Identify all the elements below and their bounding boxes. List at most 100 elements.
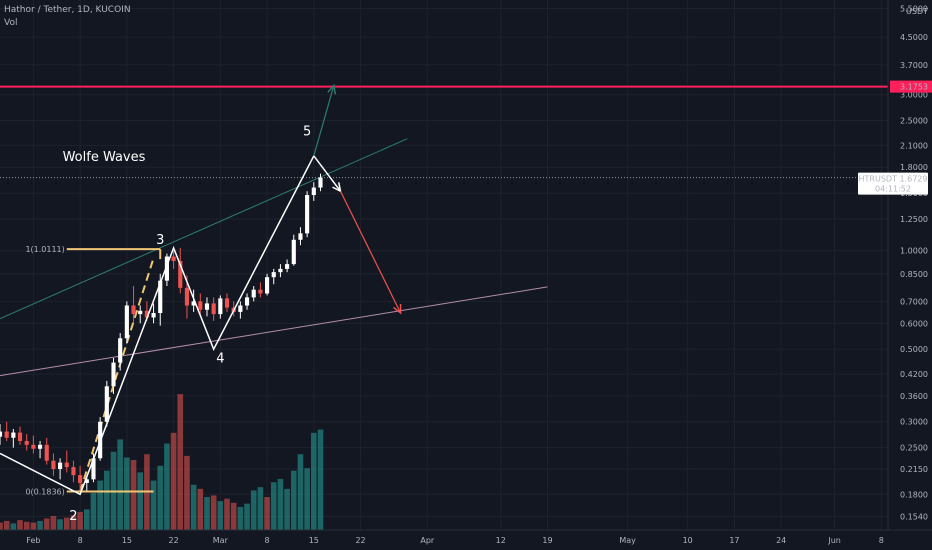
time-tick-label: 22 (355, 536, 365, 545)
volume-bar (0, 522, 3, 530)
candle-body (24, 440, 29, 445)
wave-label: 5 (303, 125, 311, 140)
price-tick-label: 3.0000 (900, 91, 928, 100)
target-arrow-down-line (339, 190, 402, 314)
price-tick-label: 0.4200 (900, 370, 928, 379)
candle-body (211, 303, 216, 315)
symbol-title[interactable]: Hathor / Tether, 1D, KUCOIN (4, 5, 131, 15)
currency-label: USDT (906, 7, 928, 16)
volume-bar (43, 518, 50, 530)
candle-body (318, 177, 323, 188)
wave-label: 3 (156, 233, 164, 248)
price-tick-label: 2.5000 (900, 117, 928, 126)
candle-body (184, 287, 190, 306)
volume-bar (177, 394, 184, 530)
candle-body (285, 264, 290, 269)
wave-label: 4 (216, 352, 224, 367)
volume-bar (30, 522, 37, 530)
candle-body (118, 338, 123, 363)
candle-body (218, 298, 223, 315)
price-tick-label: 1.0000 (900, 247, 928, 256)
chart-legend: Hathor / Tether, 1D, KUCOIN Vol (4, 4, 131, 30)
candle-body (298, 233, 303, 240)
volume-bar (157, 465, 164, 530)
fib-level-label: 0(0.1836) (25, 487, 64, 496)
candle-body (64, 462, 69, 468)
candle-body (251, 289, 256, 298)
volume-bar (104, 470, 110, 530)
volume-bar (217, 501, 224, 530)
time-axis (0, 530, 932, 550)
volume-indicator-label[interactable]: Vol (4, 18, 18, 28)
price-tick-label: 0.7000 (900, 297, 928, 306)
resistance-price-tag (890, 80, 932, 93)
candle-body (158, 280, 163, 314)
volume-bars (0, 394, 324, 530)
candle-body (11, 432, 16, 438)
candle-body (238, 305, 243, 312)
candle-body (171, 256, 176, 262)
volume-bar (244, 503, 250, 530)
candles (0, 173, 323, 492)
upper-channel-line (0, 138, 408, 320)
price-tick-label: 1.2500 (900, 215, 928, 224)
drawing-lines: 1(1.0111)0(0.1836)3.618(3.1778) (0, 85, 888, 496)
volume-bar (184, 455, 190, 530)
grid (0, 0, 888, 530)
volume-bar (250, 490, 257, 530)
time-tick-label: 12 (496, 536, 506, 545)
candle-body (78, 475, 83, 483)
price-tick-label: 0.1800 (900, 490, 928, 499)
volume-bar (10, 523, 17, 530)
volume-bar (83, 509, 90, 530)
price-tick-label: 4.5000 (900, 33, 928, 42)
volume-bar (230, 502, 237, 530)
countdown-label: 04:11:52 (875, 185, 911, 194)
candle-body (4, 431, 9, 438)
volume-bar (124, 457, 130, 530)
time-tick-label: Apr (420, 536, 435, 545)
candle-body (224, 298, 230, 308)
volume-bar (284, 488, 290, 530)
candle-body (311, 187, 316, 196)
candle-body (264, 277, 270, 294)
candle-body (58, 462, 63, 470)
volume-bar (77, 511, 83, 530)
candle-body (84, 479, 89, 483)
resistance-price-label: 3.1753 (900, 83, 928, 92)
time-tick-label: 19 (542, 536, 552, 545)
volume-bar (90, 492, 97, 530)
volume-bar (170, 432, 177, 530)
volume-bar (150, 480, 157, 530)
wolfe-wave-path (0, 154, 342, 496)
volume-bar (97, 480, 103, 530)
price-tick-label: 0.1540 (900, 512, 928, 521)
candle-body (44, 444, 49, 461)
volume-bar (317, 429, 324, 530)
volume-bar (264, 497, 270, 530)
volume-bar (37, 520, 43, 530)
volume-bar (130, 460, 137, 530)
last-price-label: HTRUSDT 1.6729 (859, 175, 928, 184)
volume-bar (210, 495, 217, 530)
volume-bar (137, 472, 144, 530)
candle-body (111, 362, 116, 387)
volume-bar (204, 497, 210, 530)
volume-bar (270, 482, 277, 530)
volume-bar (304, 468, 310, 530)
volume-bar (311, 432, 317, 530)
candle-body (198, 301, 203, 310)
volume-bar (23, 521, 30, 530)
candle-body (0, 431, 3, 437)
candle-body (124, 305, 129, 339)
price-tick-label: 0.5000 (900, 345, 928, 354)
candle-body (244, 297, 250, 306)
candle-body (191, 301, 196, 306)
candle-body (164, 256, 169, 281)
last-price-tag (858, 172, 928, 195)
volume-bar (237, 506, 244, 530)
volume-bar (224, 498, 230, 530)
